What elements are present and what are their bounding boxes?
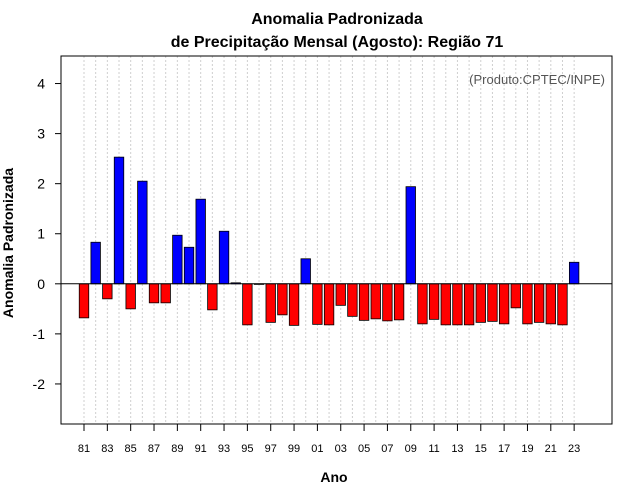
bar-2020 [533, 283, 545, 323]
y-tick-label: 0 [37, 276, 45, 292]
bar-1987 [148, 283, 160, 304]
chart-title: Anomalia Padronizada [251, 11, 423, 28]
bar-2011 [428, 283, 440, 320]
plot-frame [60, 55, 613, 425]
x-tick-label: 97 [265, 443, 277, 455]
x-tick-label: 93 [218, 443, 230, 455]
bar-1986 [137, 180, 148, 285]
x-tick-label: 11 [428, 443, 439, 455]
bar-2001 [312, 283, 323, 325]
bar-1993 [218, 230, 230, 285]
bar-2007 [382, 283, 393, 322]
y-axis: -2 -1 0 1 2 3 4 [33, 76, 61, 392]
x-tick-label: 85 [125, 443, 137, 455]
bar-1998 [277, 283, 288, 316]
bar-2002 [323, 283, 335, 326]
bar-1985 [125, 283, 136, 310]
bar-1991 [195, 198, 206, 285]
bar-2017 [498, 283, 510, 325]
x-tick-label: 09 [405, 443, 417, 455]
bar-2021 [545, 283, 556, 325]
x-tick-label: 21 [545, 443, 557, 455]
bar-1988 [160, 283, 171, 304]
x-tick-label: 89 [171, 443, 183, 455]
bar-2003 [335, 283, 346, 306]
bar-1983 [102, 283, 113, 300]
y-tick-label: 3 [37, 126, 45, 142]
x-tick-label: 17 [498, 443, 510, 455]
x-tick-label: 07 [381, 443, 393, 455]
x-tick-label: 05 [358, 443, 370, 455]
x-tick-label: 01 [311, 443, 323, 455]
bars [78, 156, 580, 326]
x-tick-label: 99 [288, 443, 300, 455]
bar-1981 [78, 283, 90, 319]
y-tick-label: 2 [37, 176, 45, 192]
bar-2014 [463, 283, 475, 326]
x-tick-label: 03 [335, 443, 347, 455]
x-tick-label: 95 [241, 443, 253, 455]
bar-2006 [370, 283, 381, 320]
x-tick-label: 23 [568, 443, 580, 455]
bar-1999 [288, 283, 300, 326]
bar-2005 [358, 283, 370, 321]
x-axis-title: Ano [320, 469, 347, 485]
bar-2016 [487, 283, 498, 322]
bar-2018 [510, 283, 521, 309]
bar-2010 [417, 283, 428, 325]
x-tick-label: 91 [195, 443, 207, 455]
y-tick-label: 1 [37, 226, 45, 242]
bar-1995 [242, 283, 253, 326]
x-tick-label: 87 [148, 443, 160, 455]
bar-1992 [207, 283, 218, 311]
source-credit: (Produto:CPTEC/INPE) [469, 72, 605, 87]
x-tick-label: 15 [475, 443, 487, 455]
bar-2008 [393, 283, 405, 321]
x-tick-label: 83 [101, 443, 113, 455]
bar-1989 [172, 234, 183, 285]
bar-1997 [265, 283, 276, 323]
bar-2000 [300, 258, 311, 285]
x-tick-label: 19 [521, 443, 533, 455]
bar-2015 [475, 283, 486, 323]
chart-subtitle: de Precipitação Mensal (Agosto): Região … [171, 34, 504, 51]
bar-2022 [557, 283, 568, 326]
bar-2023 [568, 261, 580, 285]
x-axis: 81 83 85 87 89 91 93 95 97 99 01 03 05 07 09 11 13 15 17 19… [78, 424, 580, 455]
bar-2004 [347, 283, 358, 317]
x-tick-label: 13 [451, 443, 463, 455]
bar-2019 [522, 283, 533, 325]
bar-1982 [90, 241, 101, 285]
bar-2012 [440, 283, 451, 326]
bar-2009 [405, 186, 416, 285]
y-tick-label: -2 [33, 376, 46, 392]
y-tick-label: 4 [37, 76, 45, 92]
bar-2013 [452, 283, 463, 326]
vertical-grid [83, 56, 575, 424]
x-tick-label: 81 [78, 443, 90, 455]
y-tick-label: -1 [33, 326, 46, 342]
y-axis-title: Anomalia Padronizada [0, 168, 16, 318]
bar-1990 [183, 246, 195, 285]
bar-1984 [113, 156, 125, 285]
